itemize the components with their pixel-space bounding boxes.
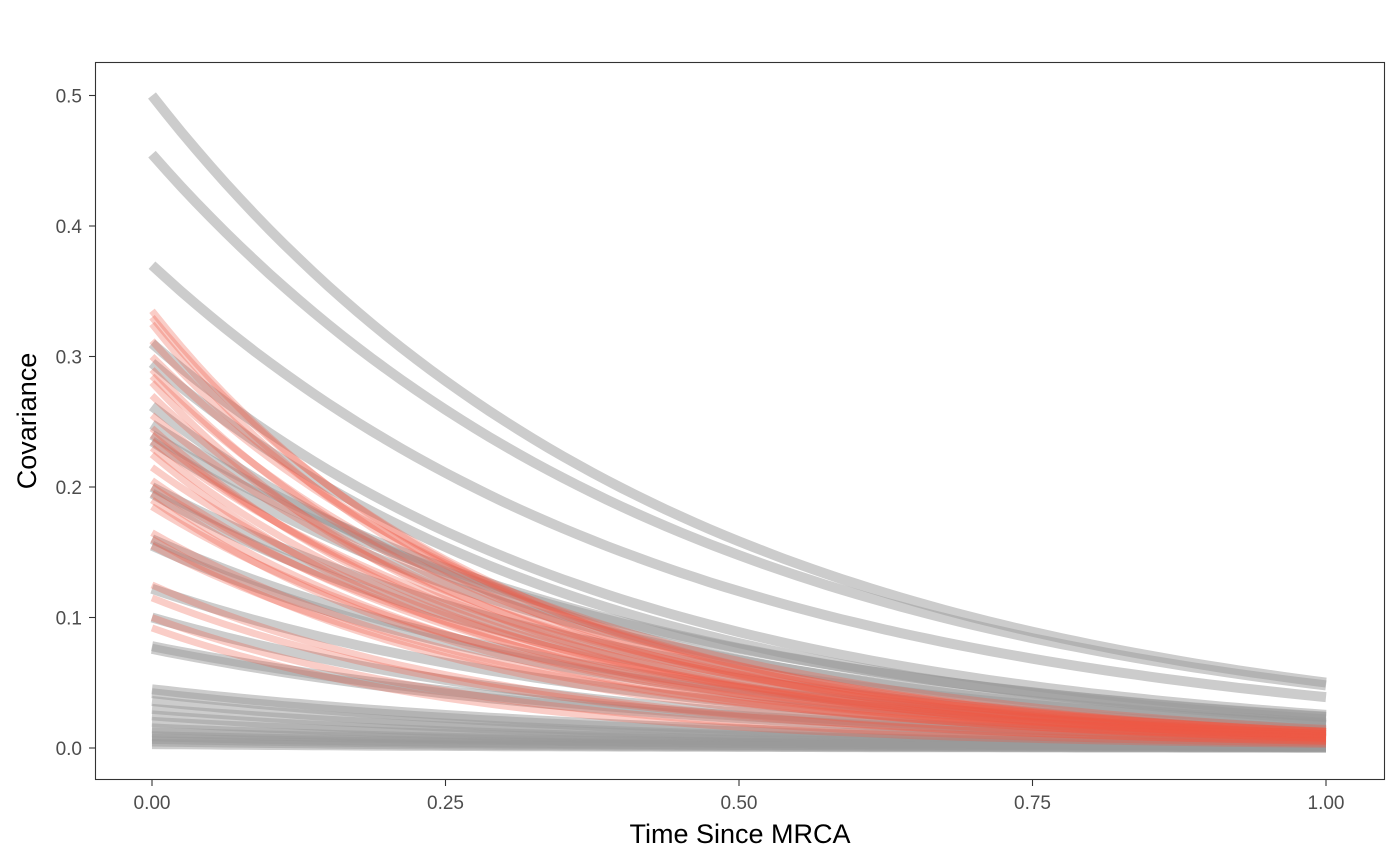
plot-panel-border bbox=[94, 61, 1386, 781]
x-tick-label: 0.00 bbox=[134, 793, 171, 814]
curves-layer bbox=[148, 92, 1327, 753]
posterior-curve-27 bbox=[150, 614, 1327, 747]
prior-curve-10 bbox=[149, 482, 1327, 730]
prior-curve-8 bbox=[149, 430, 1327, 722]
posterior-curve-18 bbox=[150, 484, 1327, 738]
y-tick-label: 0.0 bbox=[56, 739, 82, 760]
y-tick-label: 0.3 bbox=[56, 348, 82, 369]
y-axis-title: Covariance bbox=[12, 353, 42, 490]
posterior-curve-11 bbox=[149, 425, 1327, 740]
posterior-curve-26 bbox=[150, 594, 1327, 745]
x-tick-label: 0.75 bbox=[1014, 793, 1051, 814]
posterior-curve-10 bbox=[149, 412, 1327, 735]
posterior-curve-21 bbox=[150, 503, 1327, 740]
posterior-curve-6 bbox=[149, 367, 1327, 738]
y-tick-label: 0.1 bbox=[56, 609, 82, 630]
posterior-curve-14 bbox=[149, 445, 1327, 740]
posterior-curve-5 bbox=[149, 353, 1327, 732]
x-tick-label: 0.50 bbox=[721, 793, 758, 814]
prior-curve-29 bbox=[151, 739, 1326, 753]
posterior-curve-7 bbox=[149, 373, 1327, 735]
posterior-curve-24 bbox=[150, 542, 1327, 742]
posterior-curve-13 bbox=[149, 438, 1327, 735]
x-tick-label: 0.25 bbox=[427, 793, 464, 814]
y-tick-label: 0.4 bbox=[56, 217, 83, 238]
series-prior bbox=[148, 92, 1327, 753]
y-axis: 0.0 0.1 0.2 0.3 0.4 0.5 bbox=[56, 87, 95, 760]
posterior-curve-28 bbox=[150, 624, 1327, 748]
posterior-curve-3 bbox=[149, 321, 1327, 739]
posterior-curve-8 bbox=[149, 380, 1327, 741]
x-axis-title: Time Since MRCA bbox=[629, 819, 850, 849]
posterior-curve-20 bbox=[150, 497, 1327, 743]
x-tick-label: 1.00 bbox=[1308, 793, 1345, 814]
series-posterior bbox=[149, 308, 1327, 748]
posterior-curve-17 bbox=[150, 477, 1327, 740]
posterior-curve-2 bbox=[149, 315, 1327, 736]
posterior-curve-19 bbox=[150, 490, 1327, 742]
posterior-curve-9 bbox=[149, 393, 1327, 738]
posterior-curve-12 bbox=[149, 432, 1327, 738]
posterior-curve-23 bbox=[150, 536, 1327, 744]
posterior-curve-4 bbox=[149, 338, 1327, 735]
y-tick-label: 0.5 bbox=[56, 87, 82, 108]
x-axis: 0.00 0.25 0.50 0.75 1.00 bbox=[134, 780, 1345, 814]
posterior-curve-25 bbox=[150, 581, 1327, 745]
posterior-curve-22 bbox=[150, 529, 1327, 742]
posterior-curve-1 bbox=[149, 308, 1327, 737]
prior-curve-3 bbox=[148, 261, 1327, 703]
y-tick-label: 0.2 bbox=[56, 478, 82, 499]
posterior-curve-16 bbox=[149, 464, 1327, 738]
prior-curve-2 bbox=[148, 150, 1327, 691]
posterior-curve-15 bbox=[149, 451, 1327, 742]
